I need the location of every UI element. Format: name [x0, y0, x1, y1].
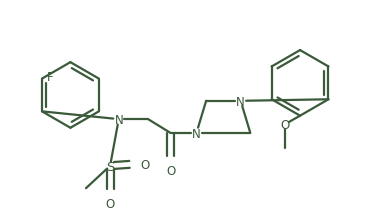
- Text: N: N: [192, 128, 201, 141]
- Text: O: O: [280, 119, 290, 132]
- Text: N: N: [114, 114, 123, 127]
- Text: F: F: [47, 71, 54, 84]
- Text: O: O: [141, 159, 150, 172]
- Text: O: O: [105, 198, 115, 211]
- Text: S: S: [106, 161, 114, 174]
- Text: N: N: [236, 96, 245, 109]
- Text: O: O: [166, 165, 175, 178]
